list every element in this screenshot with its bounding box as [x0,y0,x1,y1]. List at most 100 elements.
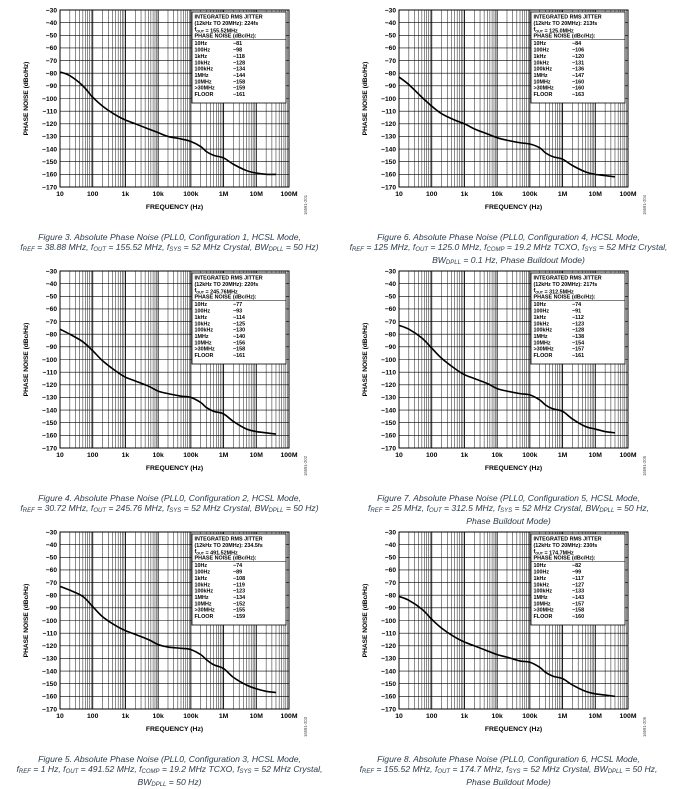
y-tick-label: −90 [46,83,58,90]
box-freq-label: >30MHz [195,347,216,353]
box-title: INTEGRATED RMS JITTER [534,15,602,21]
x-tick-label: 100M [619,713,636,720]
box-freq-label: 100kHz [195,328,214,334]
x-tick-label: 100k [522,191,537,198]
y-tick-label: −90 [46,344,58,351]
y-tick-label: −150 [42,159,57,166]
caption-line: Figure 7. Absolute Phase Noise (PLL0, Co… [339,493,678,503]
y-tick-label: −120 [42,643,57,650]
x-axis-label: FREQUENCY (Hz) [485,726,542,733]
box-pn-value: −143 [572,595,584,601]
y-tick-label: −50 [46,33,58,40]
box-pn-header: PHASE NOISE (dBc/Hz): [534,33,596,39]
box-title: INTEGRATED RMS JITTER [534,537,602,543]
box-pn-value: −125 [233,321,245,327]
y-tick-label: −80 [385,332,397,339]
y-tick-label: −40 [385,20,397,27]
box-pn-header: PHASE NOISE (dBc/Hz): [195,555,257,561]
box-freq-label: 100Hz [534,309,550,315]
x-tick-label: 10k [491,452,503,459]
box-jitter: (12kHz TO 20MHz): 220fs [195,282,259,288]
y-tick-label: −130 [42,395,57,402]
box-freq-label: 10MHz [195,601,212,607]
box-freq-label: 100Hz [195,570,211,576]
y-tick-label: −140 [42,668,57,675]
x-tick-label: 10M [589,191,603,198]
box-pn-value: −114 [233,315,245,321]
box-pn-value: −160 [572,79,584,85]
x-tick-label: 1k [461,713,469,720]
y-tick-label: −90 [385,83,397,90]
y-tick-label: −40 [46,542,58,549]
box-pn-value: −98 [233,48,242,54]
y-axis-label: PHASE NOISE (dBc/Hz) [362,584,369,658]
phase-noise-chart: −30−40−50−60−70−80−90−100−110−120−130−14… [339,0,678,232]
y-tick-label: −160 [381,172,396,179]
x-tick-label: 10M [250,713,264,720]
box-pn-value: −161 [233,353,245,359]
box-pn-value: −161 [572,353,584,359]
y-tick-label: −80 [46,593,58,600]
y-tick-label: −170 [381,184,396,191]
caption-line: fREF = 1 Hz, fOUT = 491.52 MHz, fCOMP = … [0,764,339,776]
box-pn-value: −159 [233,614,245,620]
box-jitter: (12kHz TO 20MHz): 230fs [534,543,598,549]
y-tick-label: −150 [381,159,396,166]
box-freq-label: 100kHz [195,67,214,73]
figure-caption: Figure 8. Absolute Phase Noise (PLL0, Co… [339,754,678,787]
box-pn-header: PHASE NOISE (dBc/Hz): [534,555,596,561]
caption-line: fREF = 38.88 MHz, fOUT = 155.52 MHz, fSY… [0,242,339,254]
x-tick-label: 1M [219,452,229,459]
box-pn-value: −84 [572,41,581,47]
y-tick-label: −30 [46,529,58,536]
y-tick-label: −170 [381,706,396,713]
x-axis-label: FREQUENCY (Hz) [146,465,203,472]
y-tick-label: −120 [42,382,57,389]
box-jitter: (12kHz TO 20MHz): 224fs [195,21,259,27]
y-tick-label: −140 [381,668,396,675]
x-tick-label: 1k [461,452,469,459]
y-tick-label: −120 [42,121,57,128]
y-tick-label: −40 [46,281,58,288]
box-pn-value: −127 [572,582,584,588]
y-tick-label: −130 [381,656,396,663]
y-tick-label: −160 [42,172,57,179]
y-tick-label: −30 [385,7,397,14]
x-tick-label: 100k [183,191,198,198]
x-tick-label: 1k [122,191,130,198]
box-jitter: (12kHz TO 20MHz): 213fs [534,21,598,27]
y-tick-label: −30 [46,7,58,14]
box-pn-value: −128 [233,60,245,66]
box-pn-value: −160 [572,86,584,92]
box-freq-label: 1MHz [534,73,548,79]
x-tick-label: 10k [152,191,164,198]
figure-panel-fig6: −30−40−50−60−70−80−90−100−110−120−130−14… [339,0,678,261]
box-pn-value: −161 [233,92,245,98]
x-tick-label: 100k [183,452,198,459]
box-freq-label: 100Hz [534,570,550,576]
x-tick-label: 10 [395,452,403,459]
box-pn-value: −117 [572,576,584,582]
box-freq-label: 10kHz [534,60,550,66]
y-tick-label: −110 [382,630,397,637]
box-freq-label: 1kHz [534,576,547,582]
x-tick-label: 1M [219,713,229,720]
x-tick-label: 100 [426,452,438,459]
phase-noise-chart: −30−40−50−60−70−80−90−100−110−120−130−14… [339,261,678,493]
box-title: INTEGRATED RMS JITTER [534,276,602,282]
box-freq-label: 10kHz [534,582,550,588]
box-pn-value: −138 [572,334,584,340]
box-pn-value: −123 [233,589,245,595]
y-tick-label: −70 [46,580,58,587]
box-jitter: (12kHz TO 20MHz): 217fs [534,282,598,288]
box-pn-value: −152 [233,601,245,607]
box-freq-label: FLOOR [534,92,553,98]
y-tick-label: −50 [46,294,58,301]
box-freq-label: 100kHz [534,67,553,73]
box-pn-header: PHASE NOISE (dBc/Hz): [195,33,257,39]
y-tick-label: −50 [385,555,397,562]
y-tick-label: −170 [381,445,396,452]
y-tick-label: −60 [46,45,58,52]
box-pn-value: −163 [572,92,584,98]
x-tick-label: 10k [491,713,503,720]
